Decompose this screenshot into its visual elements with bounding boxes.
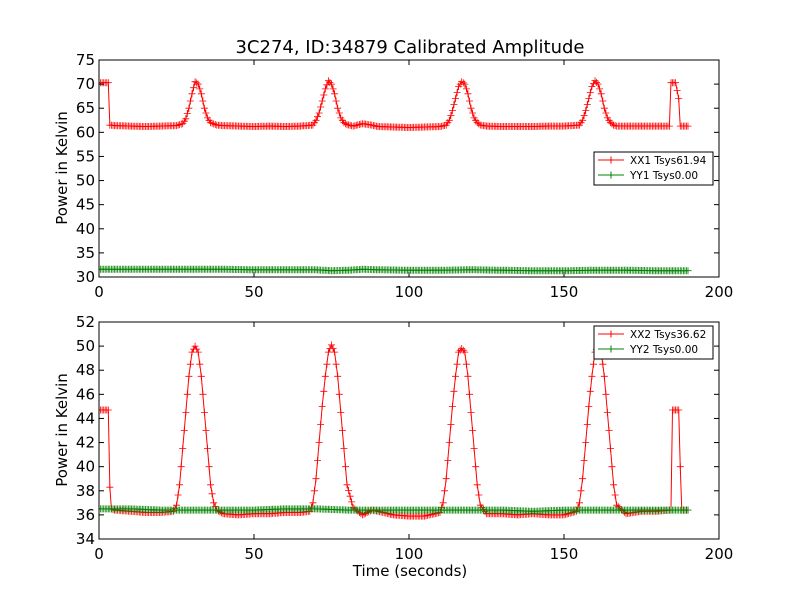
top-subplot: 3C274, ID:34879 Calibrated Amplitude Pow… bbox=[53, 37, 733, 301]
y-tick-label: 36 bbox=[76, 506, 95, 524]
legend-0: XX1 Tsys61.94 YY1 Tsys0.00 bbox=[593, 151, 714, 186]
y-tick-label: 50 bbox=[76, 337, 95, 355]
y-tick-label: 60 bbox=[76, 123, 95, 141]
chart-title: 3C274, ID:34879 Calibrated Amplitude bbox=[235, 37, 584, 58]
x-tick-label: 50 bbox=[244, 545, 263, 563]
y-tick-label: 35 bbox=[76, 244, 95, 262]
y-tick-label: 46 bbox=[76, 385, 95, 403]
legend-1: XX2 Tsys36.62 YY2 Tsys0.00 bbox=[593, 325, 714, 360]
y-tick-label: 40 bbox=[76, 220, 95, 238]
x-tick-label: 0 bbox=[94, 283, 104, 301]
y-tick-label: 38 bbox=[76, 482, 95, 500]
x-tick-label: 0 bbox=[94, 545, 104, 563]
y-tick-label: 45 bbox=[76, 196, 95, 214]
x-tick-label: 200 bbox=[705, 283, 734, 301]
y-tick-label: 75 bbox=[76, 51, 95, 69]
legend-label: XX1 Tsys61.94 bbox=[630, 155, 707, 167]
y-tick-label: 50 bbox=[76, 172, 95, 190]
legend-box bbox=[593, 151, 714, 186]
y-tick-label: 40 bbox=[76, 458, 95, 476]
y-tick-label: 42 bbox=[76, 434, 95, 452]
x-tick-label: 150 bbox=[550, 545, 579, 563]
series-markers-yy bbox=[99, 265, 692, 275]
bottom-xlabel: Time (seconds) bbox=[352, 562, 468, 580]
legend-marker bbox=[607, 330, 615, 338]
top-ylabel: Power in Kelvin bbox=[53, 111, 71, 225]
series-markers-yy bbox=[99, 505, 692, 515]
x-tick-label: 150 bbox=[550, 283, 579, 301]
legend-marker bbox=[607, 156, 615, 164]
legend-label: YY1 Tsys0.00 bbox=[629, 170, 698, 182]
legend-box bbox=[593, 325, 714, 360]
bottom-ylabel: Power in Kelvin bbox=[53, 373, 71, 487]
y-tick-label: 52 bbox=[76, 313, 95, 331]
legend-label: XX2 Tsys36.62 bbox=[630, 329, 706, 341]
y-tick-label: 48 bbox=[76, 361, 95, 379]
plot-area-0 bbox=[99, 77, 692, 275]
legend-marker bbox=[607, 345, 615, 353]
legend-marker bbox=[607, 171, 615, 179]
bottom-subplot: Time (seconds) Power in Kelvin 0 50 100 150… bbox=[53, 313, 733, 580]
x-tick-label: 100 bbox=[395, 545, 424, 563]
y-tick-label: 44 bbox=[76, 409, 95, 427]
y-tick-label: 30 bbox=[76, 268, 95, 286]
y-tick-label: 65 bbox=[76, 99, 95, 117]
legend-label: YY2 Tsys0.00 bbox=[629, 344, 698, 356]
plot-area-1 bbox=[99, 341, 692, 520]
x-tick-label: 50 bbox=[244, 283, 263, 301]
x-tick-label: 200 bbox=[705, 545, 734, 563]
y-tick-label: 55 bbox=[76, 147, 95, 165]
x-tick-label: 100 bbox=[395, 283, 424, 301]
y-tick-label: 34 bbox=[76, 530, 95, 548]
series-markers-xx bbox=[99, 77, 692, 131]
y-tick-label: 70 bbox=[76, 75, 95, 93]
